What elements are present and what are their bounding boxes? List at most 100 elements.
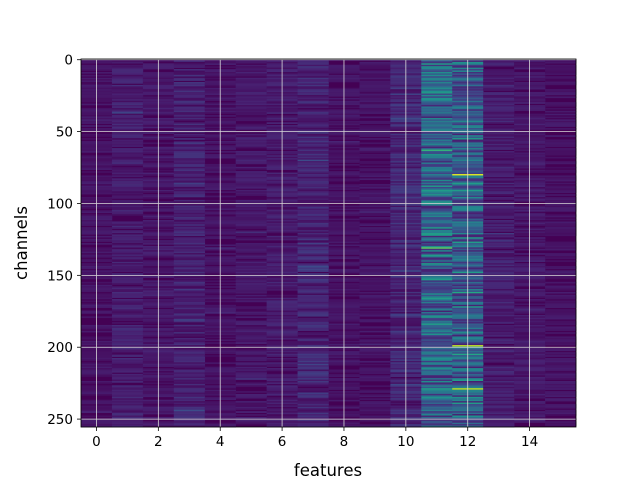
heatmap-cell: [111, 267, 144, 270]
heatmap-cell: [483, 271, 515, 274]
heatmap-cell: [297, 195, 329, 198]
heatmap-cell: [297, 313, 329, 316]
heatmap-cell: [173, 205, 206, 208]
heatmap-cell: [359, 172, 391, 175]
heatmap-cell: [421, 310, 453, 313]
heatmap-cell: [483, 393, 515, 396]
heatmap-cell: [297, 284, 329, 287]
heatmap-cell: [235, 373, 267, 376]
heatmap-cell: [483, 324, 515, 327]
heatmap-cell: [235, 350, 267, 353]
heatmap-cell: [111, 245, 144, 248]
heatmap-cell: [173, 188, 206, 191]
heatmap-cell: [421, 358, 453, 360]
heatmap-cell: [111, 415, 144, 418]
heatmap-cell: [297, 289, 329, 291]
heatmap-cell: [359, 232, 391, 235]
heatmap-cell: [297, 217, 329, 219]
heatmap-cell: [111, 398, 144, 400]
heatmap-cell: [297, 389, 329, 392]
heatmap-cell: [545, 359, 577, 362]
heatmap-cell: [421, 110, 453, 113]
heatmap-cell: [235, 77, 267, 80]
heatmap-cell: [297, 385, 329, 388]
heatmap-cell: [545, 366, 577, 369]
heatmap-cell: [483, 174, 515, 176]
heatmap-cell: [173, 185, 206, 188]
heatmap-cell: [173, 83, 206, 86]
heatmap-cell: [235, 372, 267, 375]
heatmap-cell: [235, 218, 267, 221]
heatmap-cell: [297, 273, 329, 275]
heatmap-cell: [545, 363, 577, 366]
heatmap-cell: [545, 287, 577, 290]
heatmap-cell: [111, 336, 144, 339]
heatmap-cell: [421, 353, 453, 356]
heatmap-cell: [173, 211, 206, 214]
heatmap-cell: [359, 93, 391, 96]
heatmap-cell: [545, 197, 577, 199]
heatmap-cell: [297, 117, 329, 120]
heatmap-cell: [111, 227, 144, 229]
heatmap-cell: [297, 412, 329, 415]
heatmap-cell: [297, 336, 329, 339]
heatmap-cell: [483, 207, 515, 209]
heatmap-cell: [173, 222, 206, 225]
heatmap-cell: [421, 94, 453, 97]
heatmap-cell: [235, 359, 267, 362]
heatmap-cell: [173, 425, 206, 428]
heatmap-cell: [111, 240, 144, 242]
heatmap-cell: [359, 204, 391, 206]
heatmap-cell: [173, 123, 206, 126]
heatmap-cell: [173, 299, 206, 301]
heatmap-cell: [173, 148, 206, 150]
heatmap-cell: [297, 368, 329, 370]
heatmap-cell: [111, 277, 144, 280]
heatmap-cell: [483, 113, 515, 116]
heatmap-cell: [297, 235, 329, 238]
heatmap-cell: [359, 82, 391, 84]
heatmap-cell: [421, 362, 453, 365]
heatmap-cell: [483, 99, 515, 101]
heatmap-cell: [173, 353, 206, 356]
heatmap-cell: [421, 142, 453, 145]
heatmap-cell: [483, 304, 515, 307]
heatmap-cell: [545, 395, 577, 398]
heatmap-cell: [173, 270, 206, 273]
heatmap-cell: [421, 205, 453, 208]
heatmap-cell: [111, 235, 144, 238]
heatmap-cell: [173, 289, 206, 291]
heatmap-cell: [173, 316, 206, 319]
heatmap-cell: [421, 399, 453, 402]
heatmap-cell: [235, 297, 267, 300]
heatmap-cell: [359, 201, 391, 204]
heatmap-cell: [111, 333, 144, 336]
heatmap-cell: [421, 208, 453, 211]
heatmap-cell: [483, 379, 515, 382]
heatmap-cell: [483, 179, 515, 182]
heatmap-cell: [545, 421, 577, 423]
heatmap-cell: [483, 296, 515, 298]
heatmap-cell: [483, 77, 515, 80]
heatmap-cell: [235, 238, 267, 241]
heatmap-cell: [173, 102, 206, 104]
heatmap-cell: [483, 83, 515, 86]
x-axis-label: features: [294, 461, 362, 480]
heatmap-cell: [297, 281, 329, 284]
heatmap-cell: [545, 376, 577, 379]
heatmap-cell: [359, 339, 391, 342]
heatmap-cell: [235, 245, 267, 248]
heatmap-cell: [545, 409, 577, 412]
heatmap-cell: [173, 113, 206, 116]
heatmap-cell: [545, 260, 577, 262]
heatmap-cell: [297, 90, 329, 93]
heatmap-cell: [421, 304, 453, 307]
heatmap-cell: [173, 424, 206, 426]
heatmap-cell: [235, 287, 267, 290]
heatmap-cell: [483, 86, 515, 89]
heatmap-cell: [421, 327, 453, 330]
heatmap-cell: [359, 208, 391, 211]
heatmap-cell: [297, 174, 329, 176]
heatmap-cell: [235, 280, 267, 283]
